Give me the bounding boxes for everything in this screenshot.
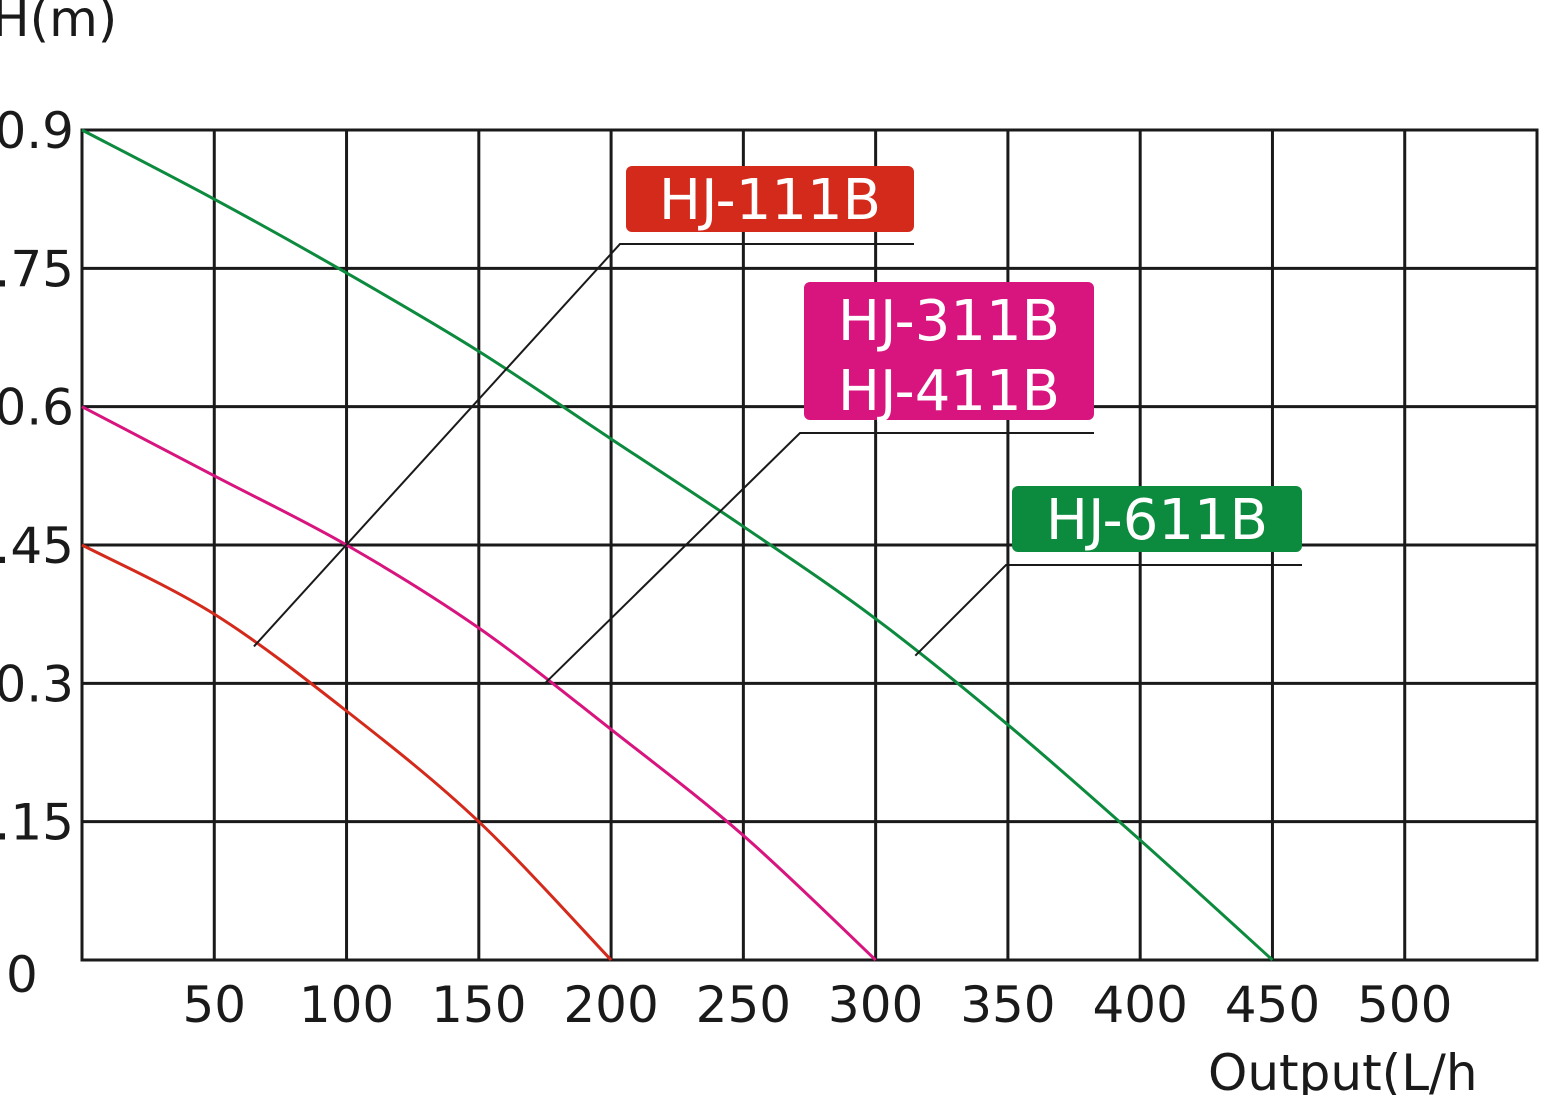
model-label-box — [1012, 486, 1302, 552]
model-label-text: HJ-111B — [659, 168, 881, 233]
model-label-text: HJ-311B — [838, 289, 1060, 354]
curves — [81, 128, 1274, 962]
y-tick-label: .15 — [0, 794, 74, 852]
y-tick-label: 0.3 — [0, 655, 74, 713]
model-callout: HJ-611B — [914, 486, 1302, 657]
callout-leader-line — [253, 243, 914, 648]
x-tick-label: 150 — [431, 976, 526, 1034]
y-tick-label: .45 — [0, 517, 74, 575]
y-tick-label: 0.9 — [0, 102, 74, 160]
model-label-text: HJ-411B — [838, 359, 1060, 424]
callout-leader-line — [544, 432, 1094, 685]
x-tick-label: 300 — [828, 976, 923, 1034]
model-label-text: HJ-611B — [1046, 488, 1268, 553]
grid — [80, 128, 1539, 962]
x-tick-label: 100 — [299, 976, 394, 1034]
y-tick-label: .75 — [0, 240, 74, 298]
y-tick-labels: 0 .15 0.3 .45 0.6 .75 0.9 — [0, 102, 74, 1004]
model-label-box — [804, 282, 1094, 420]
x-tick-labels: 50 100 150 200 250 300 350 400 450 500 — [182, 976, 1452, 1034]
x-tick-label: 200 — [563, 976, 658, 1034]
x-tick-label: 350 — [960, 976, 1055, 1034]
model-callout: HJ-111B — [253, 166, 914, 648]
series-line-hj-311b-hj-411b — [81, 405, 877, 962]
x-tick-label: 450 — [1225, 976, 1320, 1034]
x-axis-title: Output(L/h — [1208, 1044, 1478, 1095]
x-tick-label: 400 — [1092, 976, 1187, 1034]
y-tick-label: 0.6 — [0, 379, 74, 437]
model-label-box — [626, 166, 914, 232]
series-line-hj-111b — [81, 543, 613, 962]
x-tick-label: 250 — [696, 976, 791, 1034]
y-tick-label: 0 — [6, 946, 38, 1004]
x-tick-label: 50 — [182, 976, 246, 1034]
callout-leader-line — [914, 564, 1302, 657]
series-line-hj-611b — [81, 128, 1274, 962]
y-axis-title: H(m) — [0, 0, 117, 48]
x-tick-label: 500 — [1357, 976, 1452, 1034]
